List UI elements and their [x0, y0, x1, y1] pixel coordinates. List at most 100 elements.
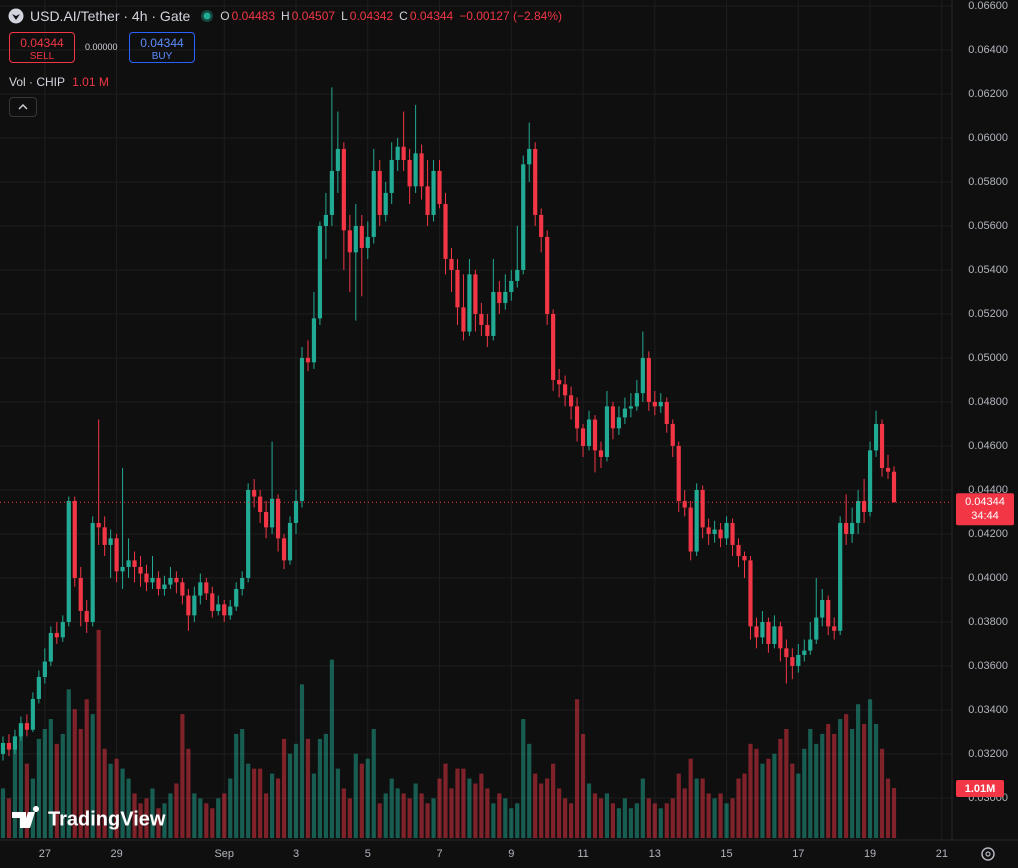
- candle-body: [574, 406, 580, 429]
- x-tick-label: 9: [508, 848, 514, 860]
- volume-bar: [407, 798, 412, 838]
- candle-body: [604, 406, 610, 457]
- candle-body: [778, 626, 783, 649]
- volume-bar: [700, 778, 705, 838]
- volume-bar: [180, 714, 185, 838]
- volume-bar: [323, 733, 328, 838]
- chevron-path[interactable]: [18, 104, 28, 110]
- buy-price[interactable]: 0.04344: [140, 36, 184, 50]
- candle-body: [527, 148, 532, 165]
- candle-body: [682, 500, 687, 508]
- candle-body: [820, 599, 825, 618]
- volume-bar: [18, 724, 24, 838]
- candle-body: [383, 192, 388, 215]
- y-tick-label: 0.05400: [968, 264, 1008, 276]
- sell-label[interactable]: SELL: [29, 51, 55, 62]
- candle-body: [54, 632, 59, 638]
- ohlc-value: 0.04507: [291, 9, 336, 23]
- candle-body: [796, 654, 801, 666]
- y-tick-label: 0.03200: [968, 748, 1008, 760]
- volume-bar: [401, 793, 406, 838]
- candle-body: [24, 723, 30, 730]
- sell-price[interactable]: 0.04344: [20, 36, 64, 50]
- settings-button[interactable]: [981, 847, 995, 861]
- volume-legend: Vol · CHIP 1.01 M: [9, 75, 109, 89]
- candle-body: [222, 604, 227, 616]
- volume-bar: [563, 798, 568, 838]
- status-dot: [203, 12, 211, 20]
- candle-body: [563, 384, 568, 396]
- volume-bar: [264, 793, 269, 838]
- volume-bar: [222, 793, 227, 838]
- buy-label[interactable]: BUY: [151, 51, 173, 62]
- candle-body: [120, 566, 125, 572]
- volume-bar: [772, 753, 777, 838]
- ohlc-key: H: [281, 9, 290, 23]
- candle-body: [144, 573, 149, 583]
- candle-body: [760, 621, 765, 638]
- candle-body: [275, 498, 281, 539]
- volume-bar: [72, 709, 77, 838]
- y-tick-label: 0.06400: [968, 44, 1008, 56]
- y-tick-label: 0.03400: [968, 704, 1008, 716]
- volume-bar: [784, 728, 789, 838]
- volume-bar: [862, 724, 867, 838]
- volume-bar: [126, 778, 131, 838]
- y-tick-label: 0.03600: [968, 660, 1008, 672]
- chevron[interactable]: [10, 98, 36, 116]
- candle-body: [628, 406, 633, 409]
- candle-body: [311, 318, 317, 363]
- volume-bar: [826, 724, 831, 838]
- x-tick-label: 21: [936, 848, 948, 860]
- collapse-button[interactable]: [9, 97, 37, 117]
- ohlc-value: 0.04342: [349, 9, 394, 23]
- candle-body: [580, 428, 586, 446]
- symbol-header: USD.AI/Tether · 4h · Gate O 0.04483 H 0.04…: [8, 6, 564, 26]
- volume-bar: [640, 778, 645, 838]
- gear-hub[interactable]: [985, 851, 991, 857]
- volume-bar: [676, 773, 681, 838]
- volume-bar: [425, 803, 430, 838]
- candle-body: [754, 626, 759, 638]
- volume-bar: [431, 798, 436, 838]
- candle-body: [485, 324, 490, 336]
- volume-bar: [891, 787, 897, 838]
- candle-body: [156, 577, 161, 589]
- volume-bar: [281, 738, 287, 838]
- candle-body: [622, 408, 627, 418]
- sell-button[interactable]: 0.04344 SELL: [9, 32, 75, 63]
- candle-body: [766, 621, 771, 644]
- candle-body: [592, 419, 598, 451]
- candle-body: [30, 698, 35, 730]
- volume-bar: [634, 803, 639, 838]
- volume-bar: [156, 808, 161, 838]
- candle-body: [551, 313, 556, 380]
- y-tick-label: 0.03800: [968, 616, 1008, 628]
- volume-bar: [96, 629, 101, 838]
- candle-body: [856, 500, 861, 523]
- volume-bar: [54, 743, 59, 838]
- volume-bar: [479, 773, 484, 838]
- candle-body: [867, 450, 873, 512]
- x-tick-label: 5: [365, 848, 371, 860]
- volume-bar: [258, 768, 263, 838]
- buy-button[interactable]: 0.04344 BUY: [129, 32, 195, 63]
- candle-body: [413, 153, 418, 187]
- volume-bar: [557, 788, 562, 838]
- volume-bar: [234, 733, 239, 838]
- candle-body: [533, 148, 538, 215]
- candle-body: [323, 214, 328, 226]
- candle-body: [688, 507, 693, 552]
- candle-body: [742, 555, 747, 561]
- candle-body: [850, 522, 855, 534]
- candle-body: [598, 450, 604, 457]
- candle-body: [491, 291, 496, 336]
- gear-icon[interactable]: [981, 847, 995, 861]
- symbol-title[interactable]: USD.AI/Tether · 4h · Gate: [30, 8, 191, 24]
- candle-body: [162, 584, 167, 589]
- volume-bar: [353, 753, 358, 838]
- volume-bar: [545, 778, 550, 838]
- volume-bar: [485, 788, 490, 838]
- candle-body: [634, 393, 639, 407]
